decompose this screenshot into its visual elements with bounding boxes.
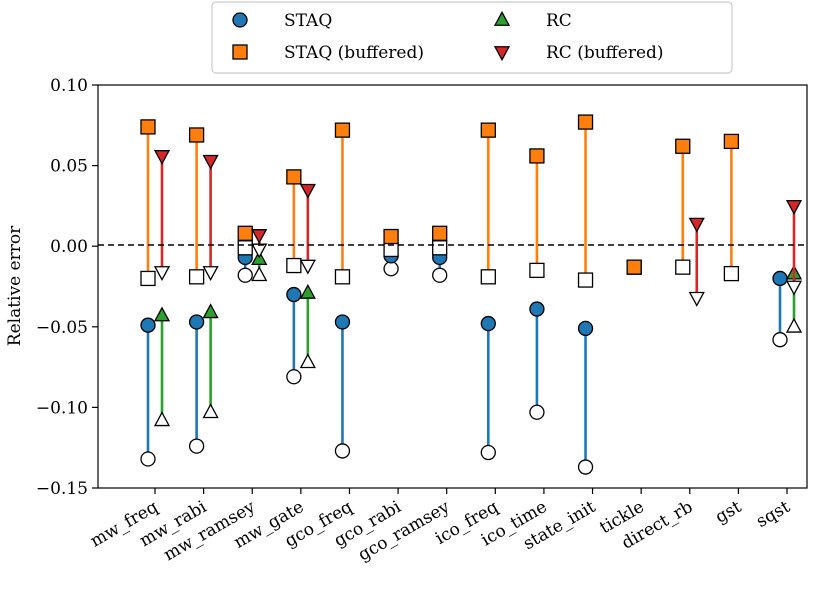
y-axis: 0.10 0.05 0.00 −0.05 −0.10 −0.15 [36, 76, 98, 499]
filled-marker [237, 225, 253, 241]
filled-marker [251, 229, 268, 244]
hollow-marker [188, 438, 205, 454]
hollow-marker [529, 404, 545, 420]
filled-marker [688, 217, 705, 233]
hollow-marker [299, 353, 316, 369]
filled-marker [577, 114, 594, 130]
legend-label: RC (buffered) [546, 43, 664, 63]
legend-marker [232, 44, 248, 60]
hollow-marker [785, 280, 803, 296]
filled-marker [480, 315, 496, 332]
plot-frame [97, 84, 808, 489]
hollow-marker [153, 266, 171, 282]
filled-marker [383, 228, 399, 245]
hollow-marker [202, 266, 219, 282]
filled-marker [140, 119, 156, 135]
legend-box [211, 1, 733, 74]
legend-label: RC [546, 11, 572, 31]
filled-marker [675, 138, 691, 154]
hollow-marker [251, 266, 268, 282]
filled-marker [286, 169, 302, 185]
legend-label: STAQ (buffered) [284, 43, 424, 63]
filled-marker [723, 133, 740, 150]
filled-marker [202, 154, 219, 170]
filled-marker [785, 199, 803, 215]
hollow-marker [299, 259, 316, 275]
hollow-marker [251, 243, 268, 259]
filled-marker [626, 259, 642, 275]
hollow-marker [202, 403, 219, 419]
y-axis-label: Relative error [5, 225, 25, 346]
filled-marker [202, 303, 219, 319]
filled-marker [772, 270, 788, 287]
x-axis: mw_freqmw_rabimw_ramseymw_gategco_freqgc… [87, 488, 794, 565]
legend: STAQ STAQ (buffered) RC RC (buffered) [211, 1, 733, 74]
filled-marker [153, 150, 171, 165]
hollow-marker [772, 332, 788, 348]
legend-label: STAQ [284, 11, 332, 31]
filled-marker [529, 148, 545, 164]
hollow-marker [577, 459, 594, 475]
hollow-marker [188, 269, 205, 285]
y-tick-label: 0.10 [50, 76, 88, 96]
hollow-marker [480, 269, 496, 285]
legend-marker [232, 12, 248, 28]
y-tick-label: 0.00 [50, 237, 88, 257]
filled-marker [480, 122, 496, 138]
y-tick-label: −0.10 [36, 398, 88, 418]
series-layer [140, 114, 803, 475]
hollow-marker [140, 270, 156, 287]
hollow-marker [286, 369, 302, 385]
hollow-marker [577, 272, 594, 288]
hollow-marker [383, 261, 399, 277]
hollow-marker [432, 240, 448, 256]
hollow-marker [688, 291, 705, 307]
filled-marker [334, 122, 351, 138]
hollow-marker [675, 259, 691, 275]
filled-marker [334, 314, 351, 330]
hollow-marker [480, 444, 496, 461]
legend-marker [493, 46, 511, 62]
hollow-marker [723, 265, 740, 282]
hollow-marker [286, 257, 302, 274]
hollow-marker [237, 267, 253, 283]
filled-marker [188, 314, 205, 330]
y-tick-label: −0.15 [36, 479, 88, 499]
filled-marker [432, 225, 448, 241]
hollow-marker [334, 269, 351, 285]
filled-marker [188, 127, 205, 143]
y-tick-label: −0.05 [36, 318, 88, 338]
legend-marker [493, 10, 511, 26]
hollow-marker [140, 451, 156, 467]
series-staq-buffered [140, 114, 740, 288]
hollow-marker [785, 317, 803, 333]
hollow-marker [153, 411, 171, 427]
hollow-marker [237, 240, 253, 256]
filled-marker [577, 320, 594, 337]
filled-marker [299, 183, 316, 199]
x-tick-label: sqst [753, 497, 794, 532]
filled-marker [153, 306, 171, 322]
hollow-marker [334, 443, 351, 459]
filled-marker [299, 283, 316, 299]
series-rc-buffered [153, 150, 803, 307]
hollow-marker [529, 262, 545, 279]
hollow-marker [432, 267, 448, 283]
y-tick-label: 0.05 [50, 157, 88, 177]
x-tick-label: gst [712, 497, 745, 528]
filled-marker [529, 301, 545, 317]
filled-marker [140, 317, 156, 333]
filled-marker [286, 286, 302, 303]
series-staq [140, 248, 788, 475]
